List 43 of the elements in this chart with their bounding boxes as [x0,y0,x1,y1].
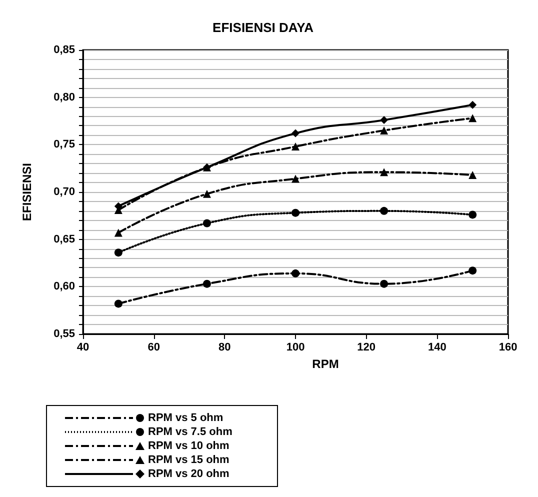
y-tick-label: 0,60 [54,280,75,293]
point [380,206,388,215]
y-tick-label: 0,55 [54,328,75,340]
point [114,228,122,237]
point [292,129,300,138]
x-tick-label: 100 [286,342,305,354]
legend-label: RPM vs 7.5 ohm [148,426,232,438]
point [292,269,300,278]
x-tick-label: 60 [148,342,160,354]
x-tick-label: 40 [76,342,90,354]
point [468,114,477,122]
legend-label: RPM vs 10 ohm [148,440,230,452]
y-tick-label: 0,80 [54,91,75,104]
point [468,266,477,275]
x-axis-title: RPM [312,356,339,371]
point [380,280,388,288]
y-tick-label: 0,85 [54,44,75,56]
point [468,210,477,219]
x-tick-label: 160 [498,342,518,354]
legend-label: RPM vs 5 ohm [148,412,224,424]
point [114,248,122,257]
point [292,142,300,151]
point [380,168,388,176]
point [292,208,300,217]
point [114,300,122,308]
point [380,116,388,124]
y-axis-title: EFISIENSI [20,162,34,222]
point [202,280,211,288]
chart-title: EFISIENSI DAYA [212,20,314,35]
legend-label: RPM vs 20 ohm [148,468,230,480]
point [468,100,477,109]
y-tick-label: 0,70 [54,186,75,198]
legend-label: RPM vs 15 ohm [148,454,230,466]
point [202,190,211,198]
y-tick-label: 0,65 [54,233,75,246]
x-tick-label: 140 [428,342,446,354]
point [202,219,211,228]
x-tick-label: 120 [357,342,376,354]
y-tick-label: 0,75 [54,138,75,151]
point [292,174,300,183]
point [468,170,477,179]
point [380,126,388,134]
x-tick-label: 80 [218,342,231,354]
